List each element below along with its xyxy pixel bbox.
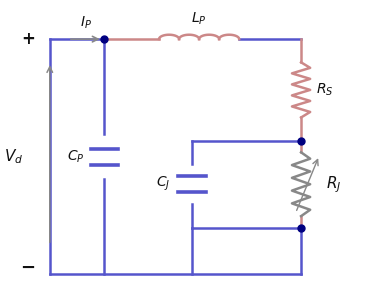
Text: $I_P$: $I_P$ (80, 15, 92, 31)
Text: $R_J$: $R_J$ (326, 174, 342, 195)
Text: $C_J$: $C_J$ (156, 175, 170, 193)
Text: $V_d$: $V_d$ (4, 147, 23, 166)
Text: −: − (20, 259, 35, 277)
Text: +: + (21, 30, 35, 48)
Text: $C_P$: $C_P$ (67, 149, 84, 165)
Text: $L_P$: $L_P$ (191, 11, 207, 27)
Text: $R_S$: $R_S$ (316, 82, 333, 98)
